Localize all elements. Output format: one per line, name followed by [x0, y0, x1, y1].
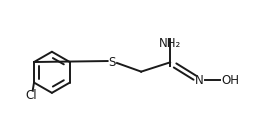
Text: NH₂: NH₂ — [159, 37, 181, 50]
Text: N: N — [195, 74, 203, 87]
Text: OH: OH — [221, 74, 239, 87]
Text: S: S — [109, 56, 116, 69]
Text: Cl: Cl — [26, 89, 37, 102]
